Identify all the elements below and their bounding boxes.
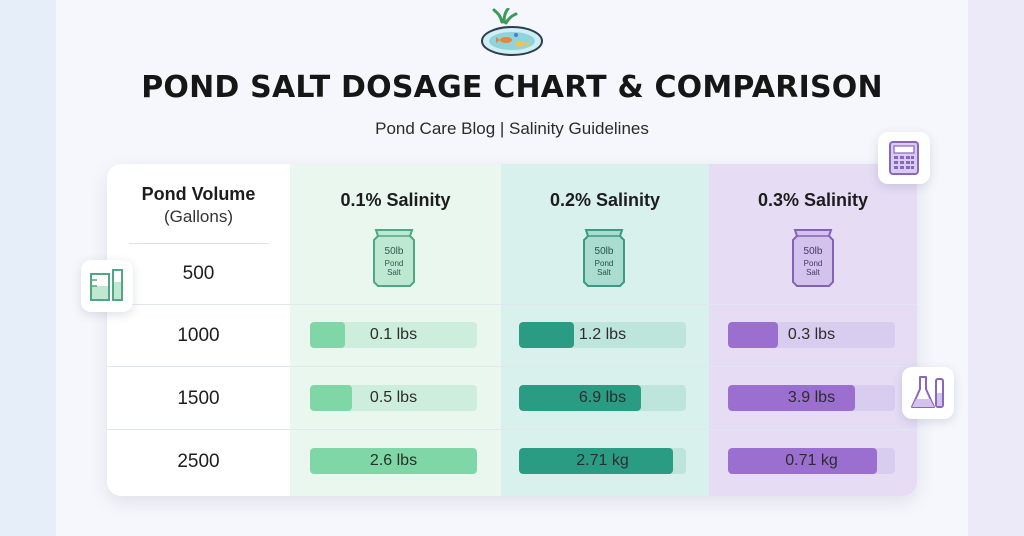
dosage-value-label: 2.71 kg (576, 452, 629, 469)
bag-label-line-1: Pond (595, 259, 614, 268)
bag-label-line-2: Salt (387, 268, 402, 277)
dosage-bar: 0.5 lbs (310, 385, 477, 411)
row-divider (107, 304, 917, 305)
left-side-panel (0, 0, 56, 536)
dosage-bar: 0.71 kg (728, 448, 895, 474)
row-divider (107, 366, 917, 367)
dosage-value-label: 0.3 lbs (787, 326, 836, 343)
bag-label-line-2: Salt (597, 268, 612, 277)
bag-weight-label: 50lb (385, 246, 404, 257)
dosage-bar-fill (519, 448, 673, 474)
volume-header-label: Pond Volume (141, 184, 256, 204)
volume-cell: 1500 (177, 388, 220, 409)
dosage-bar: 1.2 lbs (519, 322, 686, 348)
volume-header-unit: (Gallons) (164, 207, 233, 226)
pond-fish-icon (481, 8, 543, 56)
salt-bag-icon: 50lb Pond Salt (792, 229, 834, 287)
bag-label-line-1: Pond (804, 259, 823, 268)
dosage-value-label: 3.9 lbs (787, 389, 836, 406)
header-divider (129, 243, 269, 244)
page-title: POND SALT DOSAGE CHART & COMPARISON (141, 70, 883, 105)
dosage-value-label: 2.6 lbs (369, 452, 418, 469)
dosage-bar-fill (310, 322, 345, 348)
right-side-panel (968, 0, 1024, 536)
bag-weight-label: 50lb (595, 246, 614, 257)
dosage-value-label: 6.9 lbs (578, 389, 627, 406)
column-header-0-3: 0.3% Salinity (757, 190, 869, 210)
column-header-0-2: 0.2% Salinity (549, 190, 661, 210)
beaker-icon-card (81, 260, 133, 312)
volume-cell: 500 (182, 263, 215, 284)
dosage-bar: 3.9 lbs (728, 385, 895, 411)
page-subtitle: Pond Care Blog | Salinity Guidelines (375, 119, 649, 138)
dosage-table: Pond Volume (Gallons) 0.1% Salinity 0.2%… (107, 164, 917, 496)
dosage-bar: 2.71 kg (519, 448, 686, 474)
bag-label-line-1: Pond (385, 259, 404, 268)
salt-bag-icon: 50lb Pond Salt (373, 229, 415, 287)
dosage-bar: 6.9 lbs (519, 385, 686, 411)
measuring-beaker-icon (90, 269, 123, 301)
dosage-bar-fill (728, 322, 778, 348)
dosage-bar-fill (728, 385, 855, 411)
dosage-bar-fill (728, 448, 877, 474)
volume-cell: 2500 (177, 451, 220, 472)
dosage-value-label: 0.71 kg (785, 452, 838, 469)
calculator-icon-card (878, 132, 930, 184)
volume-cell: 1000 (177, 325, 220, 346)
dosage-bar-fill (310, 448, 477, 474)
row-divider (107, 429, 917, 430)
lab-flask-icon (911, 376, 944, 408)
dosage-bar: 2.6 lbs (310, 448, 477, 474)
dosage-bar-fill (310, 385, 352, 411)
bag-weight-label: 50lb (804, 246, 823, 257)
dosage-value-label: 0.5 lbs (369, 389, 418, 406)
column-header-0-1: 0.1% Salinity (340, 190, 451, 210)
flask-icon-card (902, 367, 954, 419)
dosage-value-label: 0.1 lbs (369, 326, 418, 343)
dosage-bar-fill (519, 385, 641, 411)
bag-label-line-2: Salt (806, 268, 821, 277)
dosage-bar: 0.3 lbs (728, 322, 895, 348)
dosage-value-label: 1.2 lbs (578, 326, 627, 343)
dosage-bar: 0.1 lbs (310, 322, 477, 348)
salt-bag-icon: 50lb Pond Salt (583, 229, 625, 287)
calculator-icon (889, 141, 919, 175)
dosage-bar-fill (519, 322, 574, 348)
volume-column-header: Pond Volume (Gallons) (107, 184, 290, 227)
